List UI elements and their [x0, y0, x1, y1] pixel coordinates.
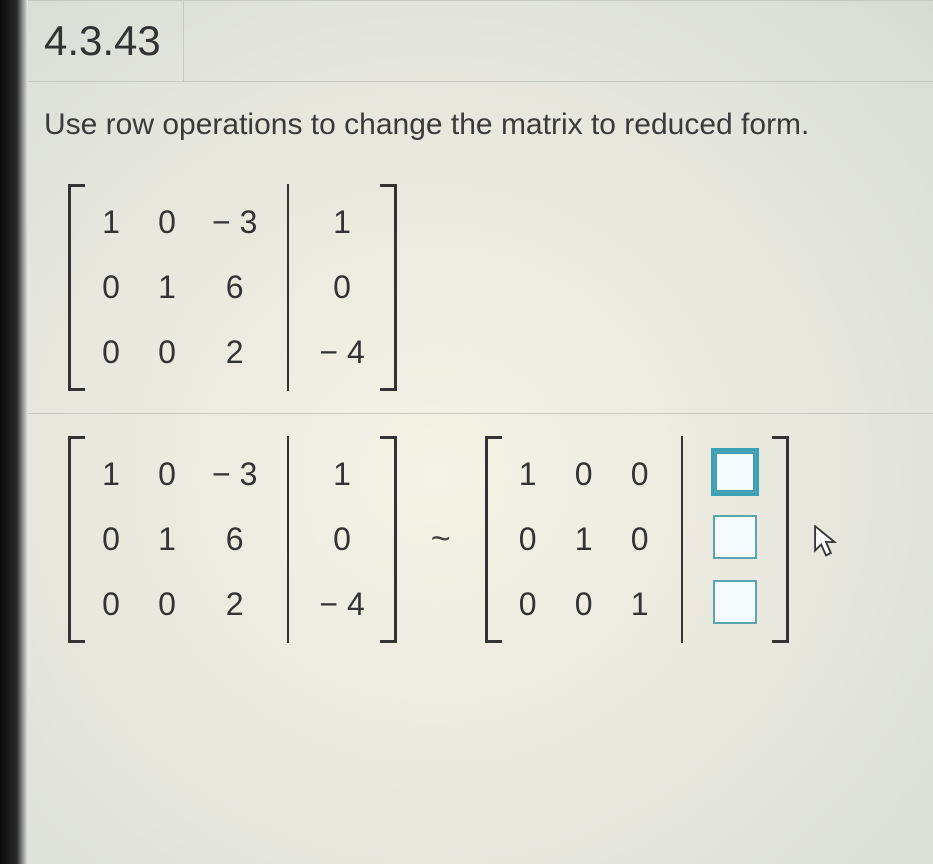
matrix-cell: 0: [152, 196, 182, 249]
work-left-matrix: 1 0 0 0 1 0 − 3 6 2 1 0 − 4: [68, 436, 397, 643]
section-divider: [28, 413, 933, 414]
matrix-augment-bar: [287, 436, 289, 643]
matrix-augment-bar: [681, 436, 683, 643]
matrix-main-columns: 1 0 0 0 1 0 − 3 6 2: [96, 196, 261, 379]
matrix-cell: 1: [315, 448, 368, 501]
matrix-cell: 0: [625, 513, 655, 566]
matrix-main-columns: 1 0 0 0 1 0 − 3 6 2: [96, 448, 261, 631]
matrix-cell: 0: [96, 261, 126, 314]
matrix-cell: 0: [152, 578, 182, 631]
matrix-cell: 0: [315, 261, 368, 314]
header: 4.3.43: [28, 0, 933, 82]
matrix-right-bracket: [379, 436, 397, 643]
matrix-body: 1 0 0 0 1 0 0 0 1: [503, 436, 771, 643]
question-number: 4.3.43: [28, 1, 184, 81]
content: 1 0 0 0 1 0 − 3 6 2 1 0 − 4: [28, 152, 933, 661]
matrix-cell: 1: [96, 196, 126, 249]
matrix-cell: 1: [152, 513, 182, 566]
matrix-cell: 1: [513, 448, 543, 501]
tilde-symbol: ~: [423, 520, 459, 559]
matrix-augment-column: 1 0 − 4: [315, 448, 368, 631]
matrix-cell: 0: [152, 448, 182, 501]
answer-input-1[interactable]: [713, 450, 757, 494]
matrix-cell: 0: [152, 326, 182, 379]
matrix-cell: 0: [513, 513, 543, 566]
matrix-augment-column: 1 0 − 4: [315, 196, 368, 379]
matrix-cell: − 4: [315, 578, 368, 631]
matrix-cell: 0: [96, 578, 126, 631]
matrix-right-bracket: [771, 436, 789, 643]
result-matrix: 1 0 0 0 1 0 0 0 1: [485, 436, 789, 643]
matrix-cell: 0: [96, 326, 126, 379]
matrix-cell: 2: [208, 578, 261, 631]
matrix-cell: 0: [315, 513, 368, 566]
matrix-cell: 0: [96, 513, 126, 566]
matrix-right-bracket: [379, 184, 397, 391]
matrix-cell: 6: [208, 261, 261, 314]
matrix-cell: 2: [208, 326, 261, 379]
screen-edge-shadow: [0, 0, 28, 864]
matrix-cell: 6: [208, 513, 261, 566]
matrix-left-bracket: [68, 436, 86, 643]
matrix-cell: 1: [152, 261, 182, 314]
matrix-augment-bar: [287, 184, 289, 391]
answer-input-2[interactable]: [713, 515, 757, 559]
matrix-cell: 1: [315, 196, 368, 249]
question-prompt: Use row operations to change the matrix …: [28, 82, 933, 152]
matrix-cell: 0: [569, 448, 599, 501]
matrix-body: 1 0 0 0 1 0 − 3 6 2 1 0 − 4: [86, 184, 379, 391]
matrix-left-bracket: [485, 436, 503, 643]
matrix-cell: 1: [625, 578, 655, 631]
matrix-cell: − 3: [208, 448, 261, 501]
matrix-answer-inputs: [709, 448, 761, 631]
matrix-left-bracket: [68, 184, 86, 391]
page: 4.3.43 Use row operations to change the …: [28, 0, 933, 864]
answer-input-3[interactable]: [713, 580, 757, 624]
matrix-cell: 0: [569, 578, 599, 631]
matrix-cell: 0: [513, 578, 543, 631]
matrix-cell: 1: [96, 448, 126, 501]
matrix-cell: 0: [625, 448, 655, 501]
matrix-main-columns: 1 0 0 0 1 0 0 0 1: [513, 448, 655, 631]
given-matrix: 1 0 0 0 1 0 − 3 6 2 1 0 − 4: [68, 184, 397, 391]
matrix-cell: − 3: [208, 196, 261, 249]
work-row: 1 0 0 0 1 0 − 3 6 2 1 0 − 4: [68, 436, 893, 643]
matrix-cell: − 4: [315, 326, 368, 379]
matrix-body: 1 0 0 0 1 0 − 3 6 2 1 0 − 4: [86, 436, 379, 643]
matrix-cell: 1: [569, 513, 599, 566]
given-matrix-row: 1 0 0 0 1 0 − 3 6 2 1 0 − 4: [68, 184, 893, 391]
